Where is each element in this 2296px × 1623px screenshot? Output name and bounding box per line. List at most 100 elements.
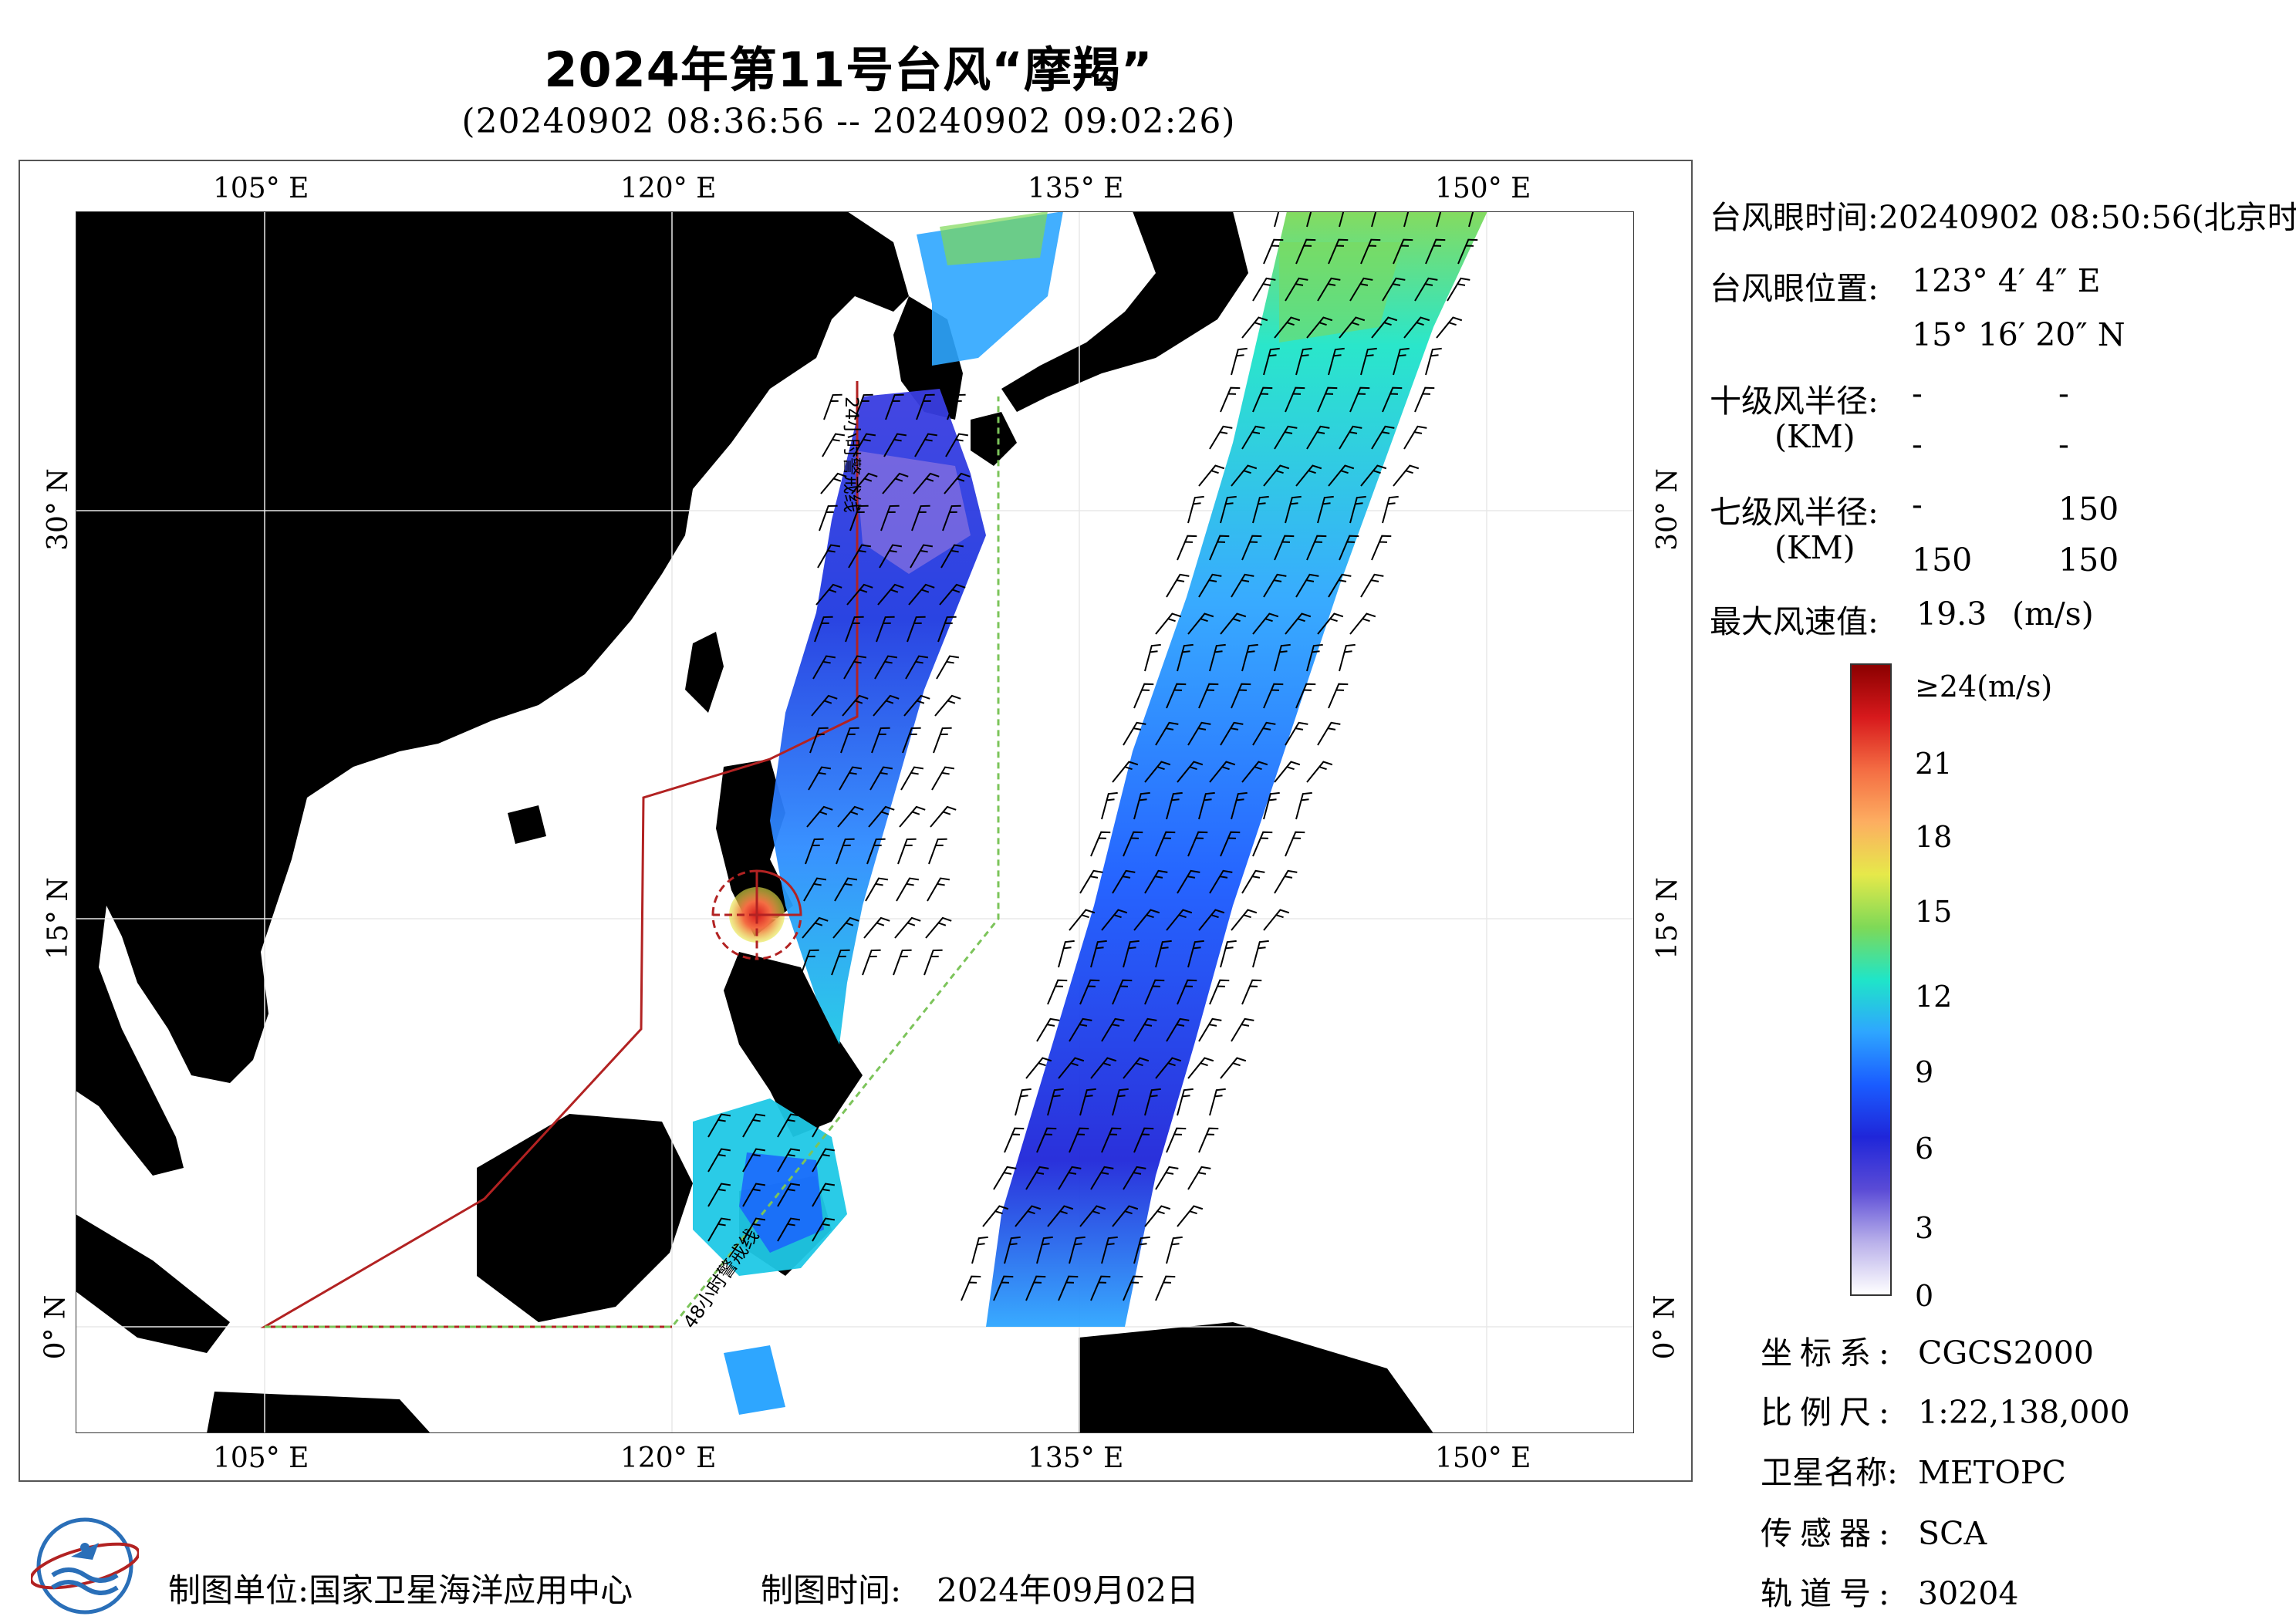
wind-barb — [1123, 1057, 1150, 1079]
wind-barb — [1090, 1166, 1114, 1190]
java — [207, 1392, 430, 1433]
colorbar-label-12: 12 — [1915, 980, 1953, 1014]
wind-barb — [812, 1183, 836, 1207]
wind-barb — [1155, 1057, 1182, 1079]
wind-barb — [1101, 791, 1118, 820]
wind-barb — [806, 805, 833, 828]
r7-label: 七级风半径: — [1710, 494, 1879, 531]
lat-label-left-0: 0° N — [39, 1294, 72, 1360]
wind-barb — [1015, 1205, 1042, 1227]
wind-barb — [1144, 643, 1161, 672]
wind-barb — [1382, 386, 1403, 413]
wind-barb — [742, 1217, 766, 1242]
wind-barb — [819, 504, 838, 531]
r10-value-se: - — [2058, 375, 2069, 412]
wind-barb — [923, 949, 943, 976]
wind-barb — [1220, 940, 1237, 968]
wind-barb — [1209, 643, 1226, 672]
wind-barb — [937, 616, 957, 643]
wind-barb — [1144, 869, 1168, 894]
wind-barb — [805, 838, 824, 865]
crs-value: CGCS2000 — [1918, 1335, 2094, 1372]
wind-barb — [1436, 211, 1442, 228]
wind-barb — [1295, 238, 1316, 265]
map-subtitle: (20240902 08:36:56 -- 20240902 09:02:26) — [461, 102, 1236, 141]
r7-value-se: 150 — [2058, 491, 2119, 528]
wind-barb — [1187, 721, 1211, 746]
wind-barb — [1112, 1088, 1129, 1116]
wind-barb — [1123, 940, 1140, 968]
wind-barb — [1187, 495, 1204, 524]
new-guinea — [1079, 1322, 1433, 1433]
map-frame — [19, 160, 1693, 1482]
wind-barb — [1090, 940, 1107, 968]
wind-barb — [808, 766, 832, 791]
wind-barb — [823, 393, 842, 420]
max-wind-label: 最大风速值: — [1710, 603, 1879, 640]
wind-barb — [707, 1113, 731, 1138]
wind-barb — [1058, 1275, 1079, 1301]
wind-barb — [1393, 464, 1420, 487]
wind-barb — [836, 838, 855, 865]
wind-swath-east — [986, 211, 1487, 1327]
wind-barb — [931, 766, 955, 791]
wind-barb — [894, 916, 921, 939]
wind-barb — [1101, 909, 1128, 931]
wind-barb — [1285, 612, 1312, 635]
wind-barb — [925, 916, 952, 939]
wind-barb — [812, 1113, 836, 1138]
wind-barb — [1241, 425, 1265, 450]
wind-barb — [1274, 761, 1301, 783]
lat-label-left-15: 15° N — [42, 877, 74, 960]
wind-barb — [1069, 1127, 1089, 1153]
wind-barb — [1155, 831, 1176, 857]
wind-barb — [927, 877, 950, 902]
wind-barb — [1339, 211, 1345, 228]
wind-barb — [1403, 316, 1430, 339]
crs-label: 坐标系: — [1761, 1335, 1897, 1372]
wind-barb — [1403, 211, 1410, 228]
wind-barb — [1047, 1088, 1064, 1116]
wind-barb — [1069, 1236, 1086, 1264]
wind-barb — [1371, 425, 1395, 450]
orbit-label: 轨道号: — [1761, 1575, 1897, 1612]
wind-barb — [1101, 1236, 1118, 1264]
wind-barb — [1436, 316, 1463, 339]
wind-barb — [1144, 979, 1165, 1005]
wind-barb — [1198, 1017, 1222, 1042]
wind-barb — [777, 1148, 801, 1173]
wind-barb — [822, 433, 846, 457]
wind-barb — [1328, 464, 1355, 487]
footer-unit: 制图单位:国家卫星海洋应用中心 — [168, 1564, 633, 1611]
eye-time-value: 20240902 08:50:56(北京时) — [1878, 199, 2296, 236]
satellite-row: 卫星名称: METOPC — [1761, 1446, 2066, 1493]
wind-barb — [1339, 643, 1356, 672]
swath-east-high-wind — [1279, 242, 1403, 342]
wind-barb — [839, 766, 863, 791]
wind-barb — [873, 694, 900, 717]
wind-barb — [1015, 1088, 1032, 1116]
wind-barb — [982, 1205, 1009, 1227]
wind-barb — [869, 766, 893, 791]
wind-barb — [1209, 979, 1230, 1005]
wind-barb — [707, 1148, 731, 1173]
wind-barb — [1295, 347, 1312, 376]
wind-barb — [902, 727, 921, 754]
wind-barb — [1187, 1166, 1211, 1190]
colorbar-label-9: 9 — [1915, 1055, 1934, 1089]
wind-barb — [1339, 316, 1366, 339]
wind-barb — [942, 504, 961, 531]
wind-barb — [961, 1275, 981, 1301]
wind-barb — [1177, 869, 1200, 894]
wind-barb — [1220, 1057, 1247, 1079]
wind-barb — [802, 916, 829, 939]
wind-barb — [1220, 831, 1241, 857]
wind-barb — [837, 805, 864, 828]
nsoas-logo — [31, 1517, 139, 1615]
wind-barb — [1209, 535, 1230, 561]
wind-barb — [1317, 277, 1341, 302]
wind-barb — [1360, 238, 1381, 265]
wind-barb — [777, 1183, 801, 1207]
wind-barb — [1079, 1088, 1096, 1116]
wind-barb — [1220, 386, 1241, 413]
